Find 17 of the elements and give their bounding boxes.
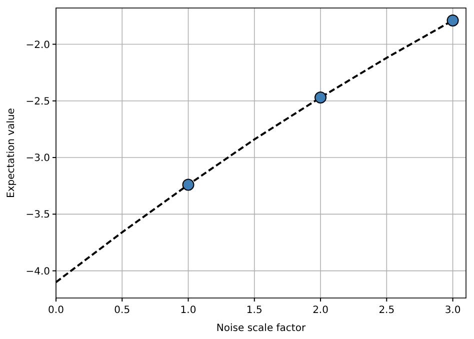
x-tick-label: 1.0 [180,305,196,316]
x-tick-label: 0.5 [114,305,130,316]
x-tick-label: 2.0 [312,305,328,316]
y-tick-label: −4.0 [26,266,50,278]
y-tick-label: −3.5 [26,210,50,221]
point [446,14,459,26]
point [314,91,327,104]
x-tick-label: 1.5 [246,305,262,316]
y-axis-title: Expectation value [6,108,17,198]
y-tick-label: −2.5 [26,96,50,108]
x-tick-label: 2.5 [378,305,395,316]
y-tick-label: −2.0 [26,40,50,51]
y-tick-label: −3.0 [26,153,50,164]
point [182,178,194,191]
x-axis-title: Noise scale factor [216,323,306,334]
x-tick-label: 0.0 [48,305,64,316]
x-tick-label: 3.0 [444,305,461,316]
